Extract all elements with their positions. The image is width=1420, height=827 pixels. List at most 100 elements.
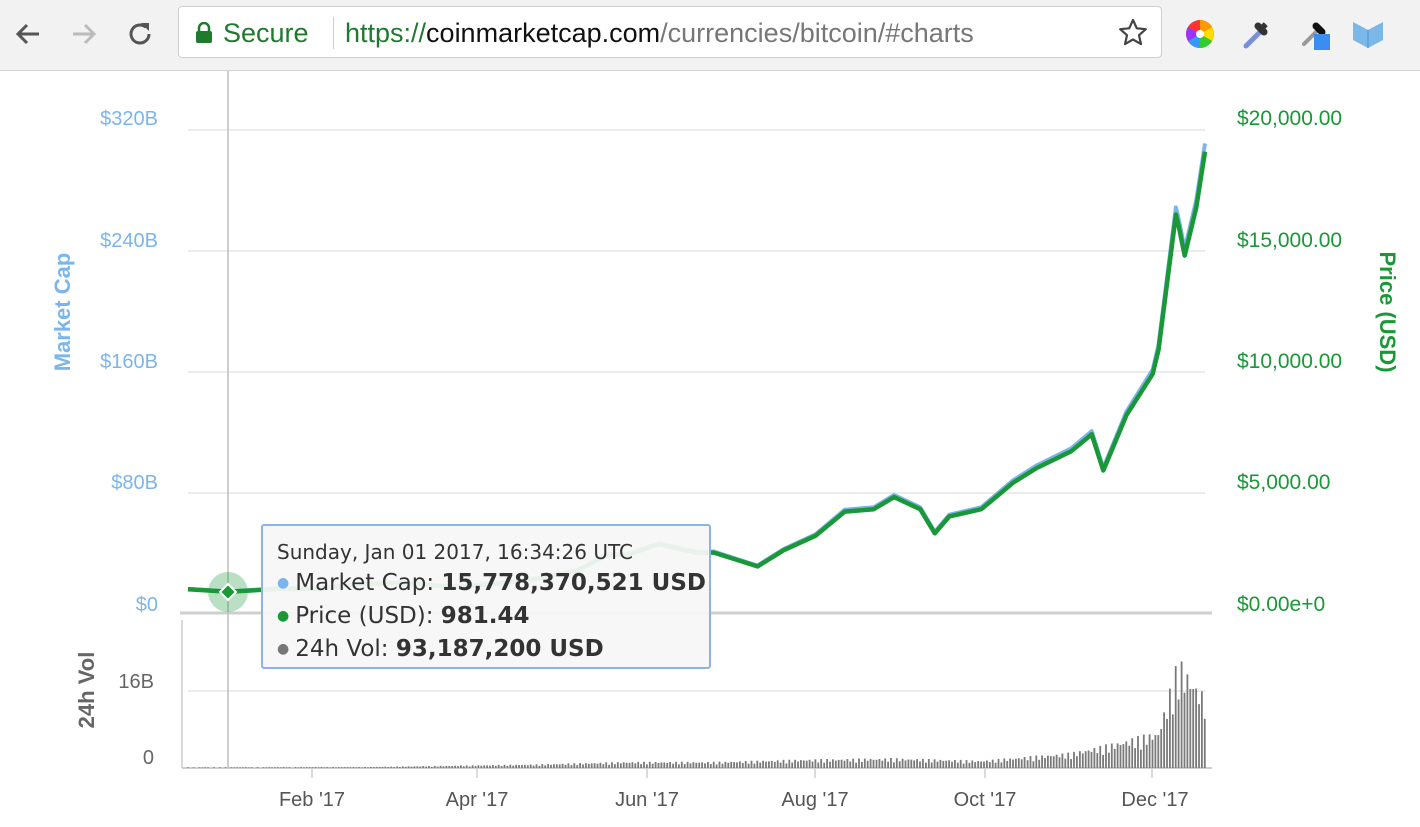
- volume-bar: [1122, 744, 1125, 768]
- volume-bar: [930, 762, 933, 768]
- volume-bar: [608, 764, 610, 768]
- tooltip-date: Sunday, Jan 01 2017, 16:34:26 UTC: [277, 540, 633, 564]
- volume-bar: [585, 763, 587, 768]
- volume-bar: [1049, 756, 1052, 768]
- volume-bar: [428, 766, 430, 768]
- volume-bar: [718, 761, 721, 768]
- volume-bar: [1061, 753, 1064, 768]
- right-axis-title: Price (USD): [1375, 251, 1400, 372]
- volume-bar: [407, 766, 410, 768]
- volume-bar: [698, 762, 701, 768]
- address-bar[interactable]: Secure https://coinmarketcap.com/currenc…: [178, 6, 1162, 58]
- volume-bar: [1177, 699, 1180, 768]
- volume-bar: [707, 761, 709, 768]
- volume-bar: [1015, 758, 1017, 768]
- volume-bar: [811, 761, 814, 768]
- volume-bar: [631, 762, 634, 768]
- chart-svg[interactable]: $320B $240B $160B $80B $0 Market Cap $20…: [0, 71, 1420, 822]
- volume-bar: [1198, 704, 1200, 768]
- volume-bar: [503, 764, 506, 768]
- volume-bar: [805, 760, 808, 768]
- left-tick-label: $320B: [100, 108, 158, 130]
- volume-bar: [355, 767, 358, 768]
- volume-bar: [942, 760, 945, 768]
- volume-bar: [675, 761, 677, 768]
- volume-bar: [977, 761, 980, 768]
- volume-bar: [346, 767, 349, 768]
- volume-bar: [1073, 751, 1075, 768]
- volume-bar: [680, 761, 683, 768]
- volume-bar: [317, 767, 320, 768]
- color-wheel-icon[interactable]: [1182, 16, 1218, 52]
- volume-bar: [358, 767, 361, 768]
- url-text[interactable]: https://coinmarketcap.com/currencies/bit…: [345, 7, 974, 59]
- star-icon[interactable]: [1117, 17, 1149, 49]
- volume-bar: [399, 767, 401, 768]
- volume-bar: [375, 766, 378, 768]
- volume-bar: [997, 758, 1000, 768]
- volume-bar: [881, 760, 884, 768]
- volume-bar: [553, 764, 555, 768]
- lock-icon: [196, 22, 212, 43]
- volume-bar: [1157, 735, 1160, 768]
- volume-bar: [913, 760, 916, 768]
- volume-bar: [367, 767, 369, 768]
- volume-bar: [1171, 714, 1174, 768]
- volume-bar: [832, 759, 834, 768]
- volume-bar: [800, 760, 802, 768]
- volume-bar: [1070, 759, 1072, 768]
- url-scheme: https://: [345, 18, 427, 48]
- back-button[interactable]: [8, 14, 48, 54]
- back-icon: [15, 23, 39, 45]
- volume-bar: [1163, 712, 1165, 768]
- volume-bar: [701, 762, 703, 768]
- volume-bar: [750, 760, 753, 768]
- volume-bar: [936, 761, 939, 768]
- volume-bar: [384, 766, 387, 768]
- volume-bar: [640, 764, 642, 768]
- volume-tick-label: 16B: [118, 671, 154, 693]
- forward-button[interactable]: [64, 14, 104, 54]
- price-chart[interactable]: $320B $240B $160B $80B $0 Market Cap $20…: [0, 71, 1420, 822]
- volume-bar: [1140, 749, 1142, 768]
- volume-bar: [678, 764, 680, 768]
- volume-bar: [715, 764, 718, 768]
- secure-indicator[interactable]: Secure: [195, 7, 309, 59]
- volume-bar: [1041, 755, 1043, 768]
- volume-bar: [282, 767, 285, 768]
- volume-bar: [436, 766, 439, 768]
- volume-bar: [1108, 752, 1110, 768]
- volume-bar: [611, 762, 613, 768]
- volume-bar: [224, 767, 227, 768]
- volume-bar: [869, 759, 872, 768]
- volume-bar: [401, 766, 404, 768]
- volume-bar: [265, 767, 268, 768]
- volume-bar: [529, 764, 532, 768]
- volume-bar: [274, 767, 276, 768]
- volume-bar: [349, 767, 352, 768]
- volume-bar: [646, 764, 648, 768]
- volume-bar: [1131, 738, 1134, 768]
- color-picker-icon[interactable]: [1298, 16, 1334, 52]
- volume-bar: [477, 765, 480, 768]
- volume-bar: [433, 765, 436, 768]
- volume-bar: [1102, 754, 1104, 768]
- reload-button[interactable]: [120, 14, 160, 54]
- volume-bar: [518, 765, 520, 768]
- hover-point-marker[interactable]: [218, 582, 238, 602]
- volume-bar: [683, 764, 686, 768]
- volume-bar: [907, 759, 910, 768]
- volume-bar: [245, 767, 247, 768]
- volume-bar: [370, 766, 372, 768]
- volume-bar: [939, 759, 942, 768]
- volume-bar: [1035, 755, 1038, 768]
- volume-dot-icon: ●: [277, 641, 290, 657]
- volume-bar: [1055, 754, 1058, 768]
- bookmark-shield-icon[interactable]: [1350, 16, 1386, 52]
- volume-bar: [1195, 688, 1197, 768]
- volume-bar: [480, 765, 483, 768]
- volume-bar: [413, 766, 416, 768]
- volume-bar: [329, 767, 332, 768]
- volume-bar: [797, 761, 799, 768]
- eyedropper-icon[interactable]: [1238, 16, 1274, 52]
